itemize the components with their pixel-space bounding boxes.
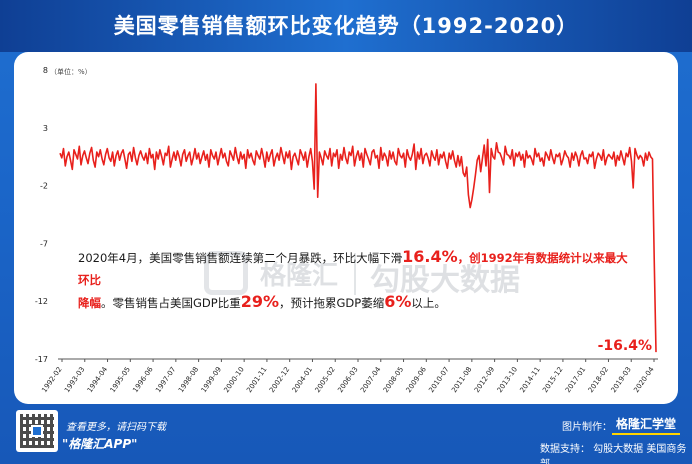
x-tick-label: 2013-10 xyxy=(496,366,519,395)
y-tick-label: -7 xyxy=(40,239,48,248)
y-tick-label: -17 xyxy=(35,355,48,364)
x-tick-label: 1999-09 xyxy=(200,366,223,395)
x-tick-label: 2010-07 xyxy=(427,366,450,395)
unit-label: （单位：%） xyxy=(50,67,92,76)
series-line xyxy=(59,83,657,353)
x-tick-label: 2009-06 xyxy=(405,365,429,394)
annotation-value1: 16.4% xyxy=(402,247,458,266)
y-tick-label: -12 xyxy=(35,297,48,306)
annotation-part4: 。零售销售占美国GDP比重 xyxy=(101,296,241,310)
x-tick-label: 2008-05 xyxy=(382,366,405,395)
watermark-logo-icon xyxy=(204,251,248,295)
x-tick-label: 2007-04 xyxy=(359,365,383,394)
annotation-part2: ，创1992年有数据统计以来最大环比 xyxy=(78,251,628,287)
title-bar: 美国零售销售额环比变化趋势（1992-2020） xyxy=(0,0,692,52)
x-tick-label: 1993-03 xyxy=(63,366,86,395)
app-name: "格隆汇APP" xyxy=(62,437,138,451)
annotation-part1: 2020年4月，美国零售销售额连续第二个月暴跌，环比大幅下滑 xyxy=(78,251,403,265)
x-tick-label: 1996-06 xyxy=(131,365,155,394)
annotation-part5: ，预计拖累GDP萎缩 xyxy=(279,296,385,310)
annotation-value3: 6% xyxy=(384,292,412,311)
page-title: 美国零售销售额环比变化趋势（1992-2020） xyxy=(113,14,579,38)
made-by-brand: 格隆汇学堂 xyxy=(612,414,681,435)
annotation: 2020年4月，美国零售销售额连续第二个月暴跌，环比大幅下滑16.4%，创199… xyxy=(78,246,638,314)
annotation-part6: 以上。 xyxy=(411,296,446,310)
annotation-part3: 降幅 xyxy=(78,296,101,310)
qr-logo-icon xyxy=(31,425,43,437)
x-tick-label: 2001-11 xyxy=(245,366,268,395)
x-tick-label: 2006-03 xyxy=(336,366,359,395)
x-tick-label: 2018-02 xyxy=(587,366,610,395)
watermark-brand: 格隆汇 xyxy=(260,261,339,291)
x-tick-label: 2012-09 xyxy=(473,366,496,395)
made-by-label: 图片制作： xyxy=(562,422,612,433)
chart-card: （单位：%） 8 3 -2 -7 -12 -17 1992-02 1993-03 1994-04 1… xyxy=(14,52,678,404)
data-source: 数据支持： 勾股大数据 美国商务部 xyxy=(540,444,687,464)
footer: 查看更多，请扫码下载 "格隆汇APP" 图片制作： 格隆汇学堂 数据支持： 勾股… xyxy=(0,404,692,464)
y-tick-label: -2 xyxy=(40,182,48,191)
x-tick-label: 2004-01 xyxy=(291,366,314,395)
x-tick-label: 2002-12 xyxy=(268,366,291,395)
x-tick-label: 2015-12 xyxy=(541,366,564,395)
x-tick-label: 2020-04 xyxy=(632,365,656,394)
x-tick-label: 2017-01 xyxy=(564,366,587,395)
x-tick-label: 2005-02 xyxy=(314,366,337,395)
qr-code-icon[interactable] xyxy=(16,410,58,452)
x-tick-label: 1998-08 xyxy=(177,366,200,395)
last-point-label: -16.4% xyxy=(598,338,652,354)
annotation-value2: 29% xyxy=(240,292,279,311)
x-tick-label: 2011-08 xyxy=(450,366,473,395)
y-tick-label: 3 xyxy=(43,124,48,133)
x-tick-label: 1997-07 xyxy=(154,366,177,395)
x-tick-label: 1992-02 xyxy=(40,366,63,395)
x-tick-label: 1994-04 xyxy=(86,365,110,394)
watermark-text: 勾股大数据 xyxy=(370,263,520,298)
watermark: 格隆汇 勾股大数据 xyxy=(204,247,564,303)
x-tick-label: 2014-11 xyxy=(518,366,541,395)
y-tick-label: 8 xyxy=(43,66,48,75)
x-tick-label: 2019-03 xyxy=(610,366,633,395)
scan-prompt: 查看更多，请扫码下载 xyxy=(66,422,166,433)
x-tick-label: 1995-05 xyxy=(109,366,132,395)
x-tick-label: 2000-10 xyxy=(222,366,245,395)
watermark-divider xyxy=(354,253,356,295)
